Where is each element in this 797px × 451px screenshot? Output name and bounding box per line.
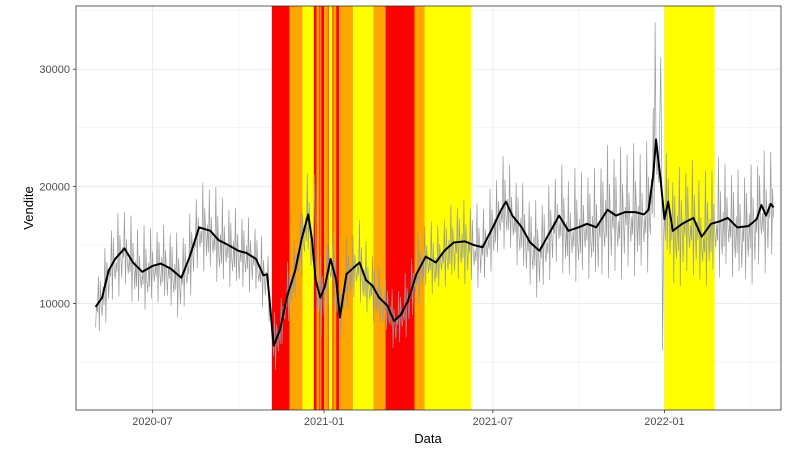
restriction-band-red [321,6,325,410]
restriction-band-orange [338,6,353,410]
axis-ticks: 2020-07 2021-01 2021-07 2022-01 10000 20000 30… [39,64,684,428]
restriction-band-red [332,6,334,410]
restriction-band-orange [316,6,320,410]
restriction-band-yellow [352,6,374,410]
x-tick-label: 2021-01 [304,416,344,428]
restriction-band-orange [414,6,425,410]
y-axis-title: Vendite [21,186,36,229]
restriction-band-red [271,6,290,410]
x-tick-label: 2022-01 [644,416,684,428]
y-tick-label: 30000 [39,64,70,76]
restriction-band-red [385,6,415,410]
panel-border [75,5,782,411]
daily-sales-series [95,22,774,370]
restriction-band-orange [289,6,303,410]
daily-sales-line [95,22,774,370]
restriction-band-yellow [328,6,333,410]
x-tick-label: 2020-07 [132,416,172,428]
restriction-band-orange [373,6,386,410]
restriction-band-yellow [424,6,472,410]
restriction-band-orange [333,6,337,410]
x-tick-label: 2021-07 [473,416,513,428]
x-axis-title: Data [414,431,442,446]
restriction-band-red [327,6,329,410]
restriction-band-yellow [302,6,314,410]
smoothed-sales-line [94,138,775,347]
restriction-band-orange [324,6,328,410]
y-tick-label: 10000 [39,298,70,310]
y-tick-label: 20000 [39,181,70,193]
restriction-band-orange [320,6,322,410]
smoothed-sales-series [94,138,775,347]
restriction-band-red [336,6,339,410]
restriction-band-red [319,6,321,410]
